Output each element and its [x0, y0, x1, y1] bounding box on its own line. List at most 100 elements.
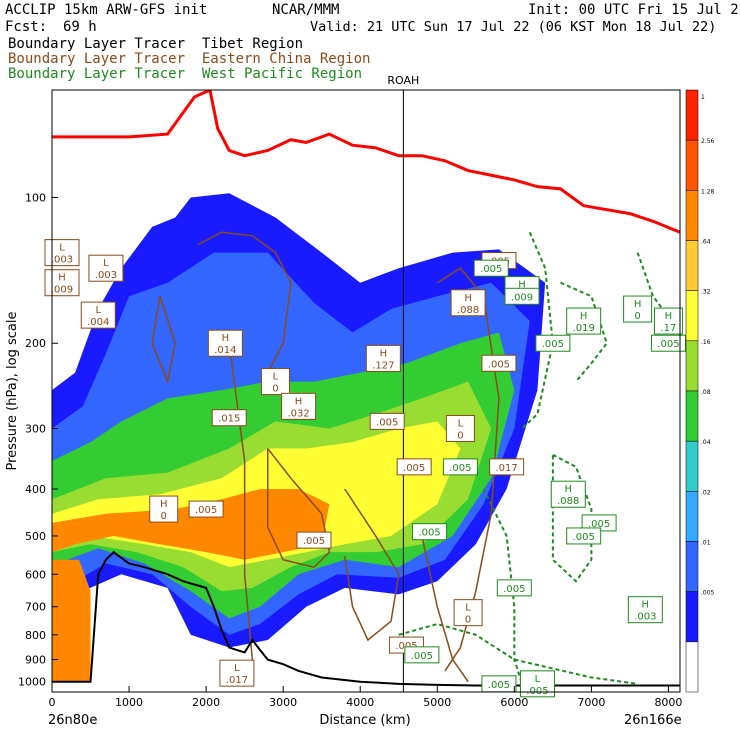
eastern-china-label-value: .005: [488, 359, 510, 370]
west-pacific-label: H.003: [627, 596, 663, 624]
west-pacific-label-type: H: [580, 311, 588, 322]
eastern-china-label-value: .005: [195, 505, 217, 516]
roah-label: ROAH: [387, 74, 419, 87]
tracer-eastern-china-legend: Boundary Layer Tracer Eastern China Regi…: [8, 51, 371, 67]
y-tick-label: 700: [25, 601, 46, 614]
colorbar-label: .08: [701, 389, 711, 396]
eastern-china-label-type: H: [380, 348, 388, 359]
eastern-china-label-value: .032: [287, 408, 309, 419]
west-pacific-label: H.088: [550, 480, 586, 508]
eastern-china-label-value: .005: [403, 463, 425, 474]
eastern-china-label-box: [489, 458, 525, 476]
colorbar-label: .005: [701, 590, 715, 597]
west-pacific-label-box: [566, 307, 602, 335]
eastern-china-label-value: .003: [95, 270, 117, 281]
west-pacific-label-value: 0: [634, 311, 640, 322]
eastern-china-label-box: [188, 500, 224, 518]
eastern-china-label: .005: [188, 500, 224, 518]
west-pacific-label-value: .003: [634, 612, 656, 623]
eastern-china-label-box: [211, 409, 247, 427]
eastern-china-label-type: L: [458, 419, 464, 430]
eastern-china-label: L.003: [88, 254, 124, 282]
eastern-china-label: .005: [296, 531, 332, 549]
eastern-china-label-box: [396, 458, 432, 476]
west-pacific-label: H.019: [566, 307, 602, 335]
west-pacific-label-value: .019: [573, 323, 595, 334]
eastern-china-contour: [267, 448, 331, 568]
eastern-china-label-box: [44, 239, 80, 267]
west-pacific-label-type: H: [665, 311, 673, 322]
eastern-china-label-box: [481, 354, 517, 372]
west-pacific-label-type: H: [634, 299, 642, 310]
y-tick-label: 800: [25, 629, 46, 642]
colorbar-segment: [685, 240, 699, 291]
eastern-china-label-box: [369, 412, 405, 430]
eastern-china-label-box: [260, 368, 290, 396]
colorbar-label: .32: [701, 289, 711, 296]
eastern-china-label-type: H: [295, 396, 303, 407]
eastern-china-label-type: L: [95, 305, 101, 316]
west-pacific-label-value: .17: [660, 323, 676, 334]
colorbar-label: .16: [701, 339, 711, 346]
x-tick-label: 4000: [346, 696, 374, 709]
eastern-china-label-value: .005: [303, 536, 325, 547]
eastern-china-label: H.009: [44, 269, 80, 297]
y-tick-label: 300: [25, 423, 46, 436]
y-tick-label: 600: [25, 568, 46, 581]
eastern-china-label: H0: [149, 495, 179, 523]
west-pacific-label-box: [650, 334, 686, 352]
eastern-china-label-type: L: [59, 243, 65, 254]
eastern-china-label-value: .003: [51, 255, 73, 266]
eastern-china-label-type: H: [160, 499, 168, 510]
colorbar-segment: [685, 340, 699, 392]
eastern-china-contour: [421, 535, 469, 683]
colorbar-segment: [685, 89, 699, 141]
org-label: NCAR/MMM: [272, 2, 340, 18]
west-pacific-label-box: [623, 295, 653, 323]
eastern-china-label-box: [88, 254, 124, 282]
eastern-china-label-value: .014: [214, 345, 236, 356]
eastern-china-label: L0: [260, 368, 290, 396]
eastern-china-label: H.032: [281, 392, 317, 420]
west-pacific-label-value: .005: [418, 528, 440, 539]
eastern-china-label: L.017: [219, 659, 255, 687]
x-tick-label: 1000: [115, 696, 143, 709]
colorbar-segment: [685, 190, 699, 241]
eastern-china-label: L0: [453, 599, 483, 627]
tracer-west-pacific-legend: Boundary Layer Tracer West Pacific Regio…: [8, 66, 363, 82]
west-pacific-label-value: .005: [526, 686, 548, 697]
west-pacific-label: L.005: [519, 670, 555, 698]
west-pacific-label-box: [412, 523, 448, 541]
plot-frame: [51, 89, 681, 693]
eastern-china-label-type: L: [234, 663, 240, 674]
y-axis: 100 200 300 400 500 600 700 800 900 1000: [18, 191, 58, 689]
west-pacific-label-box: [627, 596, 663, 624]
west-pacific-label-value: .009: [511, 292, 533, 303]
y-tick-label: 100: [25, 191, 46, 204]
west-pacific-label-box: [653, 307, 683, 335]
colorbar-segment: [685, 541, 699, 592]
eastern-china-contour: [151, 296, 177, 385]
west-pacific-label: .005: [481, 675, 517, 693]
west-pacific-label-value: .005: [503, 584, 525, 595]
eastern-china-label-value: .017: [495, 463, 517, 474]
eastern-china-label-value: 0: [465, 615, 471, 626]
tropopause-line: [52, 90, 680, 234]
eastern-china-label-type: L: [273, 372, 279, 383]
west-pacific-label: H.17: [653, 307, 683, 335]
colorbar-label: 1.28: [701, 188, 715, 195]
y-tick-label: 200: [25, 337, 46, 350]
west-pacific-label-box: [504, 287, 540, 305]
west-pacific-label: .009: [504, 287, 540, 305]
eastern-china-label-type: L: [465, 603, 471, 614]
west-pacific-label-value: .005: [588, 519, 610, 530]
eastern-china-label-value: 0: [457, 431, 463, 442]
eastern-china-label-value: .127: [372, 360, 394, 371]
eastern-china-label-value: .009: [51, 285, 73, 296]
eastern-china-label-box: [450, 289, 486, 317]
west-pacific-label-value: .005: [449, 463, 471, 474]
x-tick-label: 0: [49, 696, 56, 709]
eastern-china-label: L.004: [80, 301, 116, 329]
eastern-china-label-box: [453, 599, 483, 627]
